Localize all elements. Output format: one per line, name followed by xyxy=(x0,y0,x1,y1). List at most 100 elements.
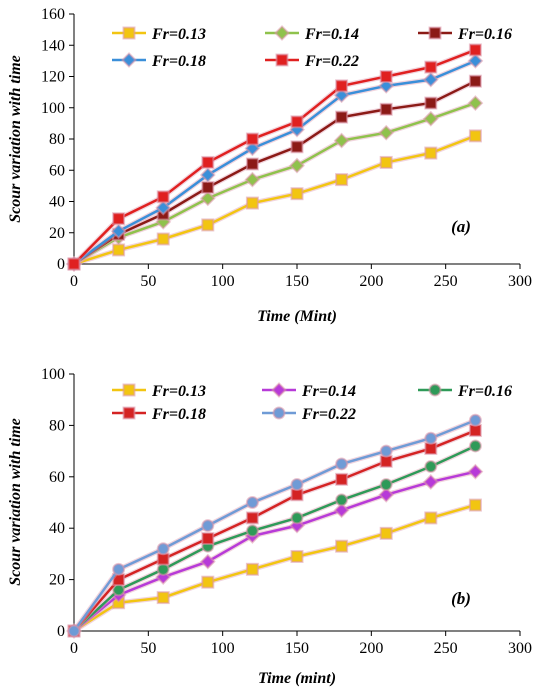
legend-marker xyxy=(275,53,289,67)
legend-label: Fr=0.14 xyxy=(304,26,359,43)
legend-entry: Fr=0.18 xyxy=(112,406,206,423)
x-tick-label: 200 xyxy=(359,273,383,290)
data-point xyxy=(379,526,393,540)
data-point xyxy=(335,457,349,471)
legend-entry: Fr=0.22 xyxy=(262,406,356,423)
data-point xyxy=(290,140,304,154)
legend-entry: Fr=0.14 xyxy=(265,25,359,43)
data-point xyxy=(424,460,438,474)
data-point xyxy=(335,173,349,187)
data-point xyxy=(67,257,81,271)
series-line xyxy=(73,101,476,266)
data-point xyxy=(467,463,484,480)
series-line xyxy=(72,419,476,632)
x-tick-label: 100 xyxy=(211,640,235,657)
data-point xyxy=(422,110,439,127)
legend-entry: Fr=0.22 xyxy=(265,53,359,70)
y-tick-label: 40 xyxy=(49,194,65,211)
legend-entry: Fr=0.13 xyxy=(112,383,206,400)
legend-label: Fr=0.18 xyxy=(151,53,206,70)
series-line xyxy=(73,429,476,632)
data-point xyxy=(156,542,170,556)
data-point xyxy=(468,439,482,453)
y-tick-label: 20 xyxy=(49,572,65,589)
x-tick-label: 250 xyxy=(434,640,458,657)
data-point xyxy=(379,155,393,169)
legend-label: Fr=0.13 xyxy=(151,383,206,400)
series-fr-0-13 xyxy=(67,498,482,638)
data-point xyxy=(379,102,393,116)
x-axis-label: Time (mint) xyxy=(258,670,336,687)
x-tick-label: 150 xyxy=(285,640,309,657)
legend-entry: Fr=0.16 xyxy=(418,26,512,43)
legend-entry: Fr=0.18 xyxy=(112,52,206,70)
data-point xyxy=(156,591,170,605)
series-fr-0-13 xyxy=(67,129,482,271)
series-line xyxy=(73,503,476,633)
legend-label: Fr=0.14 xyxy=(301,383,356,400)
y-tick-label: 120 xyxy=(41,69,65,86)
legend-entry: Fr=0.13 xyxy=(112,26,206,43)
legend-marker xyxy=(274,25,290,41)
data-point xyxy=(201,180,215,194)
x-tick-label: 50 xyxy=(140,273,156,290)
data-point xyxy=(468,74,482,88)
data-point xyxy=(112,562,126,576)
data-point xyxy=(290,478,304,492)
legend-label: Fr=0.18 xyxy=(151,406,206,423)
data-point xyxy=(467,52,484,69)
legend-marker xyxy=(428,383,442,397)
legend-marker xyxy=(428,26,442,40)
panel-label: (b) xyxy=(451,589,471,608)
data-point xyxy=(335,79,349,93)
series-line xyxy=(73,470,476,632)
x-tick-label: 150 xyxy=(285,273,309,290)
data-point xyxy=(290,511,304,525)
data-point xyxy=(467,95,484,111)
data-point xyxy=(201,155,215,169)
data-point xyxy=(245,524,259,538)
panel-b-chart: 0 50 100 150 200 250 300 0 20 40 60 80 100 Scour vari… xyxy=(7,366,532,687)
legend-label: Fr=0.13 xyxy=(151,26,206,43)
y-tick-label: 60 xyxy=(49,469,65,486)
data-point xyxy=(201,218,215,232)
data-point xyxy=(245,196,259,210)
data-point xyxy=(333,502,350,519)
data-point xyxy=(424,511,438,525)
data-point xyxy=(156,190,170,204)
data-point xyxy=(379,444,393,458)
data-point xyxy=(290,115,304,129)
data-point xyxy=(112,212,126,226)
y-tick-label: 80 xyxy=(49,417,65,434)
legend-label: Fr=0.22 xyxy=(301,406,356,423)
data-point xyxy=(335,110,349,124)
data-point xyxy=(201,519,215,533)
data-point xyxy=(424,60,438,74)
y-axis-label: Scour variation with time xyxy=(7,418,24,586)
data-point xyxy=(245,132,259,146)
legend-label: Fr=0.22 xyxy=(304,53,359,70)
y-tick-label: 140 xyxy=(41,37,65,54)
y-tick-label: 0 xyxy=(57,623,65,640)
data-point xyxy=(468,498,482,512)
series-line xyxy=(73,80,476,266)
series-fr-0-22 xyxy=(67,43,482,271)
data-point xyxy=(378,124,395,141)
x-tick-label: 250 xyxy=(434,273,458,290)
data-point xyxy=(289,157,305,174)
data-point xyxy=(422,474,439,490)
x-axis-label: Time (Mint) xyxy=(257,308,337,325)
data-point xyxy=(245,562,259,576)
x-tick-label: 50 xyxy=(140,640,156,657)
y-axis-label: Scour variation with time xyxy=(7,55,24,223)
y-tick-label: 0 xyxy=(57,256,65,273)
data-point xyxy=(468,129,482,143)
y-tick-label: 100 xyxy=(41,366,65,383)
data-point xyxy=(112,243,126,257)
series-line xyxy=(73,444,476,632)
data-point xyxy=(201,575,215,589)
data-point xyxy=(199,553,216,570)
series-line xyxy=(73,59,476,266)
legend-marker xyxy=(122,406,136,420)
